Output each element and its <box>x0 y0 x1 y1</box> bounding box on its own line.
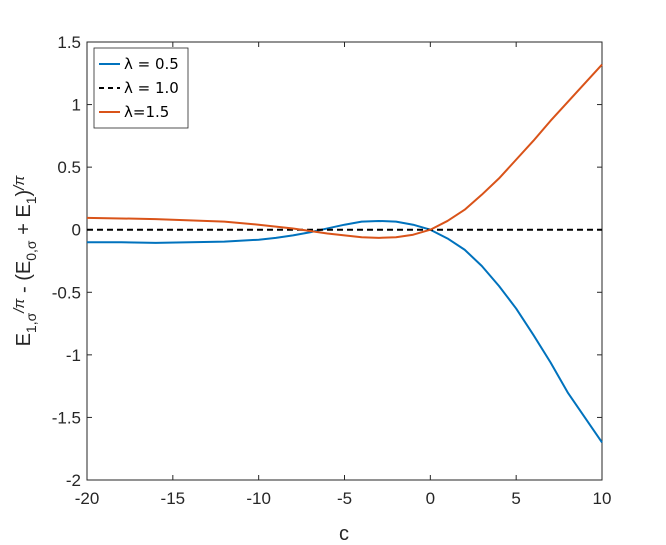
y-tick-label: 0 <box>72 221 81 240</box>
series-layer <box>86 63 603 444</box>
legend-label-2: λ=1.5 <box>124 103 169 121</box>
y-tick-label: -1.5 <box>52 408 81 427</box>
legend-label-0: λ = 0.5 <box>124 55 179 73</box>
y-tick-label: -1 <box>66 346 81 365</box>
series-line-2 <box>86 63 603 239</box>
x-tick-label: -5 <box>337 489 352 508</box>
x-tick-label: 0 <box>426 489 435 508</box>
x-tick-label: -10 <box>246 489 271 508</box>
y-tick-label: -0.5 <box>52 283 81 302</box>
series-line-0 <box>87 219 603 444</box>
legend-label-1: λ = 1.0 <box>124 79 179 97</box>
svg-text:E1,σ/π - (E0,σ + E1)/π: E1,σ/π - (E0,σ + E1)/π <box>11 175 39 347</box>
x-tick-label: -20 <box>75 489 100 508</box>
y-axis-title: E1,σ/π - (E0,σ + E1)/π <box>11 175 39 347</box>
x-axis-title: c <box>339 523 349 545</box>
x-tick-label: 10 <box>593 489 612 508</box>
y-tick-label: 1.5 <box>57 33 81 52</box>
x-tick-label: 5 <box>511 489 520 508</box>
ticks-layer: -20 -15 -10 -5 0 5 10 -2 -1.5 -1 -0.5 0 0.5 1 1.5 <box>52 33 612 508</box>
y-tick-label: -2 <box>66 471 81 490</box>
legend: λ = 0.5 λ = 1.0 λ=1.5 <box>93 47 189 129</box>
x-tick-label: -15 <box>161 489 186 508</box>
y-tick-label: 1 <box>72 96 81 115</box>
y-tick-label: 0.5 <box>57 158 81 177</box>
